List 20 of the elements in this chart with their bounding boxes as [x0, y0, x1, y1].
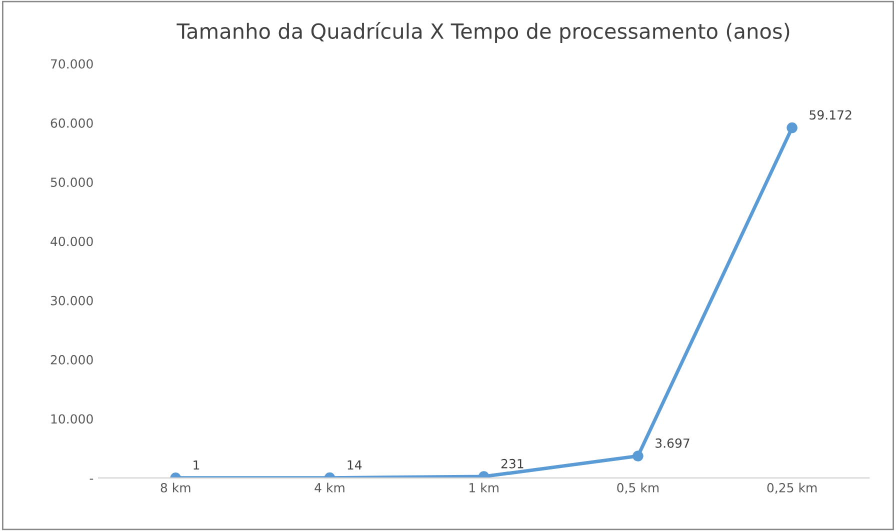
y-tick-label: 60.000: [50, 118, 93, 128]
x-tick-label: 0,25 km: [767, 482, 817, 494]
data-label: 59.172: [810, 110, 852, 120]
y-tick-label: 40.000: [50, 236, 93, 246]
point: [786, 122, 798, 134]
y-tick-label: 50.000: [50, 178, 93, 187]
data-label: 3.697: [656, 438, 690, 448]
data-label: 14: [348, 460, 362, 470]
y-tick-label: 70.000: [50, 59, 93, 69]
x-tick-label: 1 km: [470, 482, 498, 492]
y-tick-label: 10.000: [51, 414, 93, 424]
x-tick-label: 0,5 km: [617, 482, 659, 494]
data-label: 1: [194, 460, 200, 470]
y-tick-label: -: [90, 478, 94, 480]
y-tick-label: 30.000: [50, 296, 93, 306]
x-tick-label: 8 km: [160, 482, 190, 492]
y-tick-label: 20.000: [50, 355, 93, 364]
x-tick-label: 4 km: [314, 482, 344, 492]
data-label: 231: [501, 458, 524, 468]
chart-title: Tamanho da Quadrícula X Tempo de processamento (anos): [176, 22, 790, 44]
